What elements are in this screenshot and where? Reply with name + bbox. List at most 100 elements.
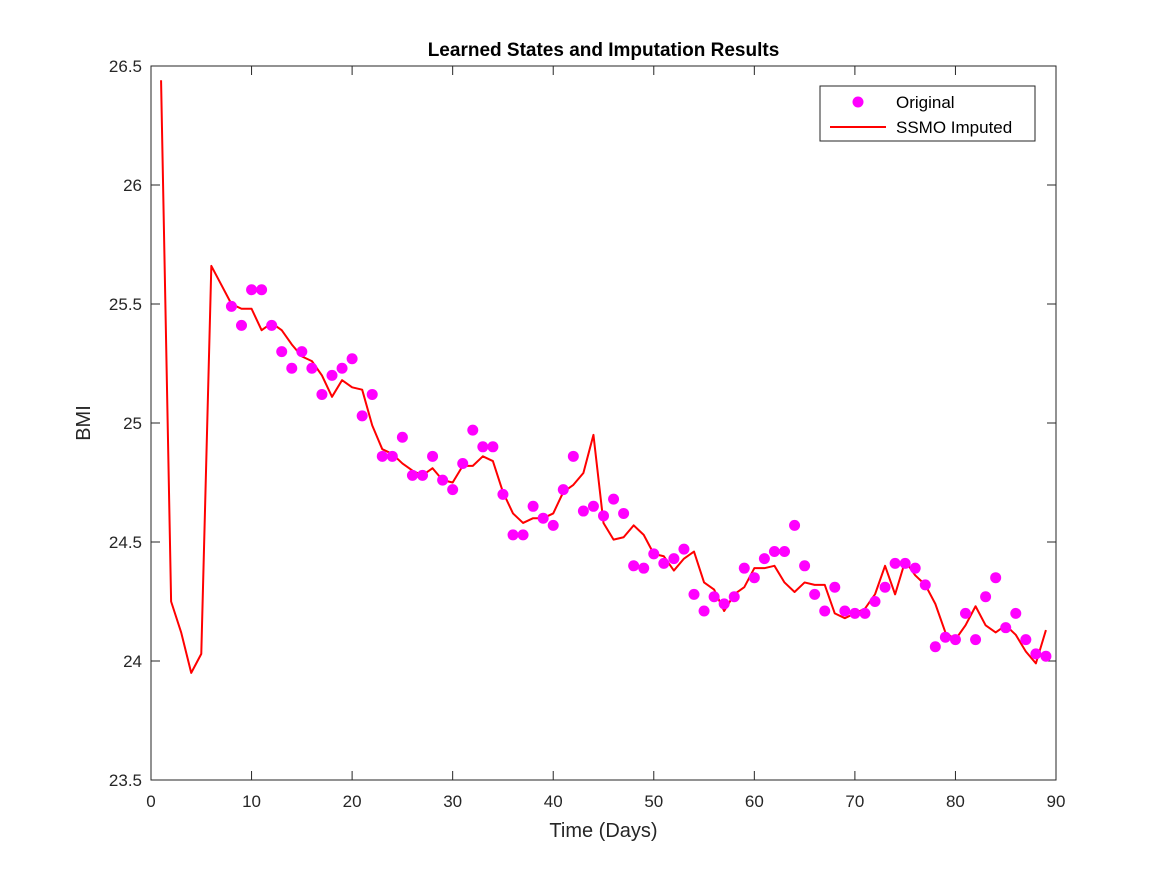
y-tick-label: 23.5 [109, 771, 142, 790]
series-line-ssmo-imputed [160, 80, 1047, 674]
data-point-original [477, 441, 489, 453]
data-point-original [869, 596, 881, 607]
data-point-original [1030, 648, 1042, 660]
legend-label-ssmo-imputed: SSMO Imputed [896, 118, 1012, 137]
data-point-original [406, 469, 418, 481]
data-point-original [467, 424, 479, 436]
data-point-original [738, 562, 750, 574]
data-point-original [718, 598, 730, 610]
data-point-original [246, 284, 258, 296]
data-point-original [487, 441, 499, 453]
y-tick-label: 26.5 [109, 57, 142, 76]
x-tick-label: 50 [644, 792, 663, 811]
legend-marker-original [852, 96, 864, 108]
data-point-original [236, 319, 247, 331]
x-tick-label: 90 [1047, 792, 1066, 811]
data-point-original [366, 388, 378, 400]
data-point-original [427, 450, 439, 462]
data-point-original [598, 510, 609, 522]
data-point-original [356, 410, 368, 422]
x-tick-label: 60 [745, 792, 764, 811]
data-point-original [929, 641, 941, 653]
y-tick-label: 25.5 [109, 295, 142, 314]
data-point-original [809, 588, 821, 600]
data-point-original [859, 607, 871, 619]
data-point-original [949, 634, 961, 646]
data-point-original [557, 484, 569, 496]
data-point-original [698, 605, 710, 617]
data-point-original [577, 505, 589, 517]
data-point-original [527, 500, 539, 512]
data-point-original [346, 353, 358, 365]
data-point-original [638, 562, 650, 574]
data-point-original [1000, 622, 1012, 634]
data-point-original [336, 362, 348, 374]
legend: Original SSMO Imputed [819, 85, 1036, 142]
data-point-original [779, 546, 790, 558]
y-tick-label: 24 [123, 652, 142, 671]
data-point-original [497, 488, 509, 500]
data-point-original [879, 581, 891, 593]
data-point-original [688, 588, 700, 600]
axis-tick-labels: 0 10 20 30 40 50 60 70 80 90 23.5 24 24.5 25 25.5 26 26.… [109, 57, 1066, 811]
x-tick-label: 20 [343, 792, 362, 811]
data-point-original [225, 300, 237, 312]
data-point-original [326, 369, 338, 381]
data-point-original [567, 450, 579, 462]
data-point-original [899, 557, 911, 569]
data-point-original [970, 634, 982, 646]
chart-title: Learned States and Imputation Results [428, 40, 780, 61]
data-point-original [708, 591, 720, 603]
data-point-original [547, 519, 559, 531]
data-point-original [728, 591, 740, 603]
data-point-original [748, 572, 760, 584]
x-tick-label: 30 [443, 792, 462, 811]
data-point-original [939, 631, 951, 643]
y-tick-label: 24.5 [109, 533, 142, 552]
data-point-original [1020, 634, 1032, 646]
data-point-original [1010, 607, 1022, 619]
data-point-original [678, 543, 690, 555]
data-point-original [839, 605, 851, 617]
data-point-original [960, 607, 971, 619]
data-point-original [447, 484, 459, 496]
x-axis-label: Time (Days) [549, 820, 657, 842]
data-point-original [1040, 650, 1052, 662]
x-tick-label: 10 [242, 792, 261, 811]
data-point-original [789, 519, 801, 531]
data-point-original [376, 450, 388, 462]
plot-frame [150, 65, 1057, 781]
series-layer [160, 80, 1052, 674]
data-point-original [587, 500, 599, 512]
x-tick-label: 70 [845, 792, 864, 811]
data-point-original [316, 388, 328, 400]
data-point-original [266, 319, 278, 331]
data-point-original [849, 607, 861, 619]
x-tick-label: 40 [544, 792, 563, 811]
data-point-original [658, 557, 670, 569]
data-point-original [919, 579, 931, 591]
data-point-original [386, 450, 398, 462]
data-point-original [608, 493, 620, 505]
y-tick-label: 25 [123, 414, 142, 433]
data-point-original [306, 362, 318, 374]
legend-label-original: Original [896, 93, 955, 112]
legend-box [819, 85, 1036, 142]
data-point-original [980, 591, 992, 603]
x-tick-label: 80 [946, 792, 965, 811]
data-point-original [276, 346, 288, 358]
data-point-original [296, 346, 308, 358]
data-point-original [517, 529, 529, 541]
data-point-original [768, 546, 780, 558]
x-tick-label: 0 [146, 792, 155, 811]
data-point-original [758, 553, 770, 565]
data-point-original [990, 572, 1002, 584]
data-point-original [829, 581, 841, 593]
data-point-original [799, 560, 811, 572]
data-point-original [648, 548, 660, 560]
data-point-original [507, 529, 519, 541]
data-point-original [628, 560, 640, 572]
data-point-original [889, 557, 901, 569]
data-point-original [437, 474, 449, 486]
